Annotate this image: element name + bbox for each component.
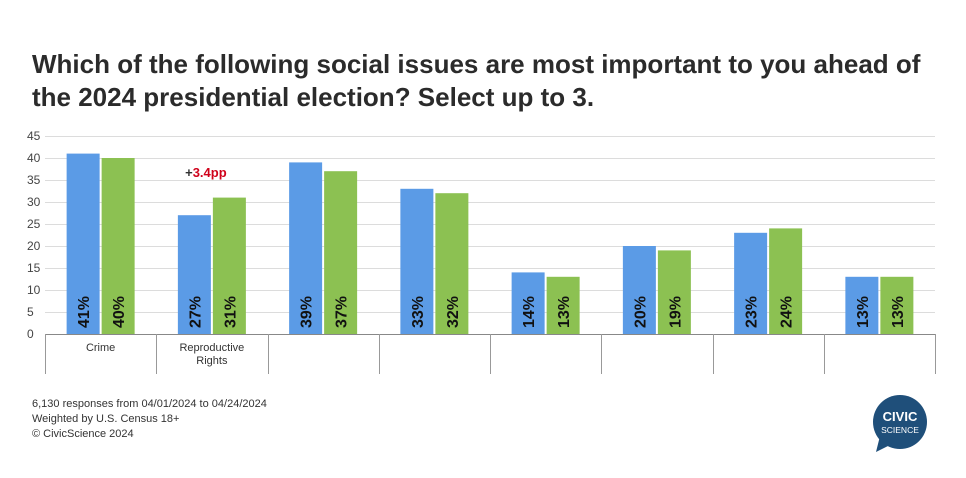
data-label: 37% [334, 296, 351, 328]
y-tick-label: 30 [27, 195, 41, 209]
data-label: 19% [667, 296, 684, 328]
bar [845, 276, 879, 334]
y-tick-label: 45 [27, 129, 41, 143]
x-tick-label: Rights [196, 355, 228, 367]
logo-text-science: SCIENCE [881, 425, 919, 435]
bar [289, 162, 323, 334]
logo-text-civic: CIVIC [883, 409, 918, 424]
bar [511, 272, 545, 334]
bar [324, 171, 358, 334]
data-label: 33% [410, 296, 427, 328]
data-label: 23% [744, 296, 761, 328]
bar [400, 188, 434, 334]
footer-responses: 6,130 responses from 04/01/2024 to 04/24… [32, 398, 267, 410]
bar [435, 193, 469, 334]
data-label: 13% [556, 296, 573, 328]
data-label: 40% [111, 296, 128, 328]
y-tick-label: 40 [27, 151, 41, 165]
data-label: 20% [632, 296, 649, 328]
y-tick-label: 20 [27, 239, 41, 253]
footer-copyright: © CivicScience 2024 [32, 428, 134, 440]
annotation-sign: + [185, 165, 193, 180]
x-tick-label: Crime [86, 342, 115, 354]
x-tick-label: Reproductive [179, 342, 244, 354]
data-label: 31% [222, 296, 239, 328]
y-tick-label: 25 [27, 217, 41, 231]
data-label: 24% [779, 296, 796, 328]
chart-title: Which of the following social issues are… [32, 49, 921, 112]
data-label: 13% [855, 296, 872, 328]
bar [769, 228, 803, 334]
bar [212, 197, 246, 334]
y-tick-label: 0 [27, 327, 34, 341]
annotation-value: 3.4pp [193, 165, 227, 180]
logo-circle [873, 395, 927, 449]
bar [657, 250, 691, 334]
y-tick-label: 15 [27, 261, 41, 275]
footer-weighting: Weighted by U.S. Census 18+ [32, 413, 180, 425]
bar [546, 276, 580, 334]
bar [880, 276, 914, 334]
bar [101, 158, 135, 334]
data-label: 39% [299, 296, 316, 328]
y-tick-label: 10 [27, 283, 41, 297]
bar [177, 215, 211, 334]
bar [734, 232, 768, 334]
bar [66, 153, 100, 334]
data-label: 14% [521, 296, 538, 328]
data-label: 32% [445, 296, 462, 328]
civicscience-logo: CIVIC SCIENCE [873, 395, 927, 452]
y-tick-label: 5 [27, 305, 34, 319]
change-annotation: +3.4pp [185, 165, 227, 180]
logo-tail [876, 436, 892, 452]
data-label: 27% [187, 296, 204, 328]
data-label: 41% [76, 296, 93, 328]
bar [622, 246, 656, 334]
data-label: 13% [890, 296, 907, 328]
y-tick-label: 35 [27, 173, 41, 187]
